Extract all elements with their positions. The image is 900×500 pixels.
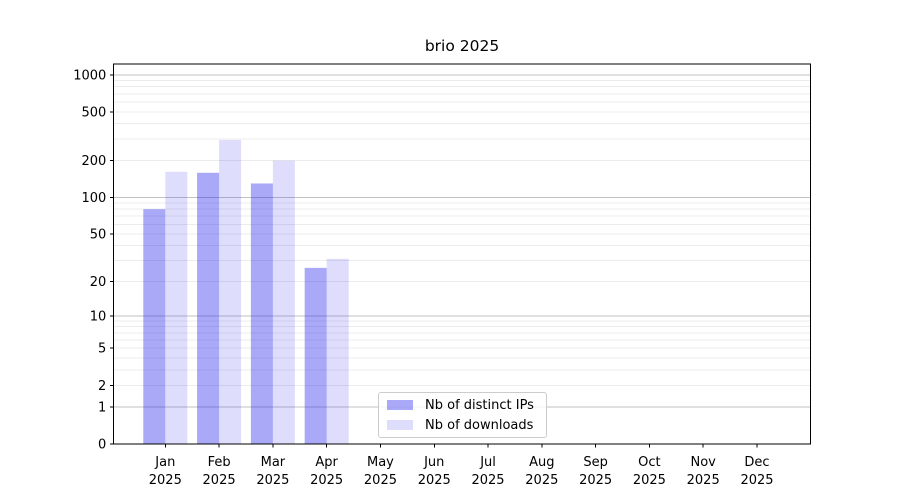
x-tick-label-year: 2025 — [418, 473, 451, 488]
plot-border — [112, 63, 812, 445]
x-tick-label-year: 2025 — [740, 473, 773, 488]
x-tick-label-month: Sep — [583, 455, 608, 470]
bar-distinct-ips-jan — [143, 209, 166, 444]
x-tick-label-month: May — [367, 455, 394, 470]
bar-downloads-mar — [272, 160, 295, 444]
x-tick-label-month: Feb — [208, 455, 231, 470]
legend: Nb of distinct IPs Nb of downloads — [378, 392, 547, 438]
y-tick-label: 100 — [81, 191, 106, 206]
y-tick-label: 50 — [90, 227, 107, 242]
x-tick-label-month: Jun — [423, 455, 444, 470]
legend-label-downloads: Nb of downloads — [425, 417, 534, 433]
bar-distinct-ips-apr — [304, 267, 327, 444]
x-tick-label-month: Jul — [479, 455, 496, 470]
bar-distinct-ips-feb — [197, 172, 220, 444]
legend-entry-downloads: Nb of downloads — [387, 418, 538, 433]
x-tick-label-year: 2025 — [203, 473, 236, 488]
x-tick-label-year: 2025 — [310, 473, 343, 488]
legend-entry-distinct-ips: Nb of distinct IPs — [387, 398, 538, 413]
bar-downloads-feb — [219, 139, 242, 444]
x-tick-label-year: 2025 — [633, 473, 666, 488]
y-tick-label: 20 — [90, 275, 107, 290]
y-tick-label: 1 — [98, 400, 106, 415]
x-tick-label-year: 2025 — [579, 473, 612, 488]
x-tick-label-month: Apr — [315, 455, 338, 470]
legend-swatch-downloads — [387, 420, 413, 430]
y-tick-label: 500 — [81, 105, 106, 120]
x-tick-label-month: Mar — [261, 455, 286, 470]
x-tick-label-year: 2025 — [256, 473, 289, 488]
y-tick-label: 1000 — [73, 68, 106, 83]
x-tick-label-month: Dec — [744, 455, 769, 470]
y-tick-label: 10 — [90, 309, 107, 324]
chart-title: brio 2025 — [424, 37, 500, 55]
bar-downloads-apr — [326, 258, 349, 444]
x-tick-label-year: 2025 — [364, 473, 397, 488]
y-tick-label: 2 — [98, 379, 106, 394]
x-tick-label-year: 2025 — [471, 473, 504, 488]
x-tick-label-year: 2025 — [149, 473, 182, 488]
x-tick-label-month: Aug — [529, 455, 554, 470]
x-tick-label-year: 2025 — [687, 473, 720, 488]
legend-label-distinct-ips: Nb of distinct IPs — [425, 397, 534, 413]
x-tick-label-month: Oct — [638, 455, 660, 470]
bar-distinct-ips-mar — [250, 183, 273, 445]
bar-downloads-jan — [165, 171, 188, 444]
x-tick-label-month: Nov — [691, 455, 717, 470]
y-tick-label: 200 — [81, 154, 106, 169]
x-tick-label-year: 2025 — [525, 473, 558, 488]
legend-swatch-distinct-ips — [387, 400, 413, 410]
y-tick-label: 0 — [98, 438, 106, 453]
y-tick-label: 5 — [98, 342, 106, 357]
x-tick-label-month: Jan — [154, 455, 175, 470]
